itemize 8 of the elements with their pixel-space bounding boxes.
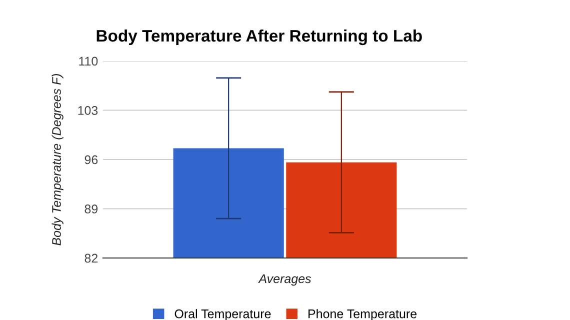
x-axis-title: Averages	[258, 274, 312, 286]
y-axis-title: Body Temperature (Degrees F)	[52, 74, 64, 246]
y-tick-label: 103	[78, 106, 98, 115]
y-tick-label: 89	[84, 204, 98, 214]
y-tick-label: 82	[84, 254, 98, 263]
y-tick-label: 96	[84, 155, 98, 164]
y-tick-label: 110	[79, 56, 98, 66]
chart-title: Body Temperature After Returning to Lab	[96, 29, 422, 46]
